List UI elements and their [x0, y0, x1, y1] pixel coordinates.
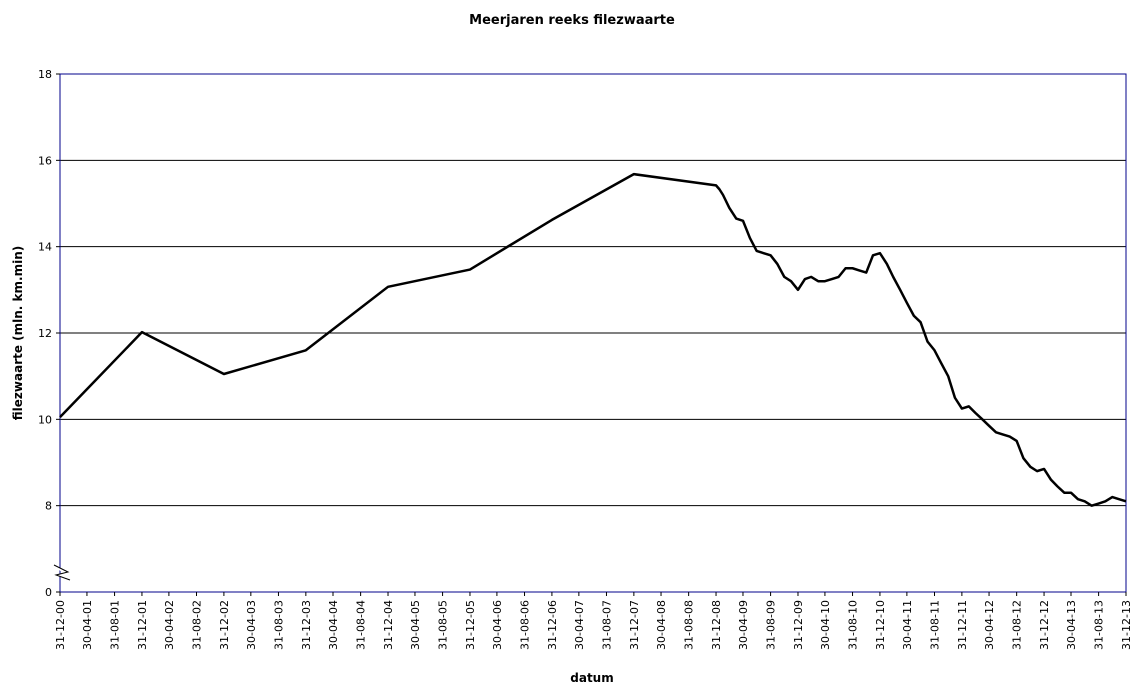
x-tick-label: 30-04-06: [491, 600, 504, 650]
x-tick-label: 31-08-05: [437, 600, 450, 650]
x-tick-label: 31-12-11: [956, 600, 969, 650]
x-tick-label: 31-08-02: [191, 600, 204, 650]
y-tick-label: 16: [38, 154, 52, 167]
x-tick-label: 30-04-02: [163, 600, 176, 650]
x-tick-label: 30-04-08: [655, 600, 668, 650]
y-tick-label: 14: [38, 241, 52, 254]
y-tick-label: 0: [45, 586, 52, 599]
x-tick-label: 31-12-02: [218, 600, 231, 650]
y-tick-label: 8: [45, 500, 52, 513]
y-tick-label: 18: [38, 68, 52, 81]
x-tick-label: 31-12-05: [464, 600, 477, 650]
x-tick-label: 31-08-01: [109, 600, 122, 650]
x-tick-label: 30-04-01: [81, 600, 94, 650]
x-tick-label: 31-12-12: [1038, 600, 1051, 650]
x-tick-label: 31-08-09: [765, 600, 778, 650]
x-tick-label: 30-04-05: [409, 600, 422, 650]
x-axis-title: datum: [570, 671, 613, 685]
x-tick-label: 31-12-03: [300, 600, 313, 650]
data-line: [59, 172, 1127, 507]
y-tick-label: 12: [38, 327, 52, 340]
x-tick-label: 31-12-06: [546, 600, 559, 650]
x-tick-label: 31-12-07: [628, 600, 641, 650]
x-tick-label: 31-12-13: [1120, 600, 1133, 650]
x-tick-label: 31-08-10: [847, 600, 860, 650]
x-tick-label: 31-12-10: [874, 600, 887, 650]
x-tick-label: 31-08-11: [928, 600, 941, 650]
x-tick-label: 30-04-07: [573, 600, 586, 650]
x-tick-label: 31-08-04: [355, 600, 368, 650]
grid: [60, 73, 1126, 593]
axis-break-symbol: [53, 564, 71, 581]
y-tick-label: 10: [38, 413, 52, 426]
x-tick-label: 31-08-06: [519, 600, 532, 650]
x-tick-label: 30-04-03: [245, 600, 258, 650]
x-tick-label: 31-08-13: [1093, 600, 1106, 650]
x-tick-label: 31-08-07: [600, 600, 613, 650]
x-tick-label: 31-08-12: [1011, 600, 1024, 650]
x-tick-label: 30-04-09: [737, 600, 750, 650]
x-tick-label: 30-04-13: [1065, 600, 1078, 650]
x-tick-label: 31-12-04: [382, 600, 395, 650]
x-tick-label: 30-04-12: [983, 600, 996, 650]
x-tick-label: 31-08-08: [683, 600, 696, 650]
x-tick-label: 30-04-11: [901, 600, 914, 650]
x-tick-label: 31-12-01: [136, 600, 149, 650]
x-tick-label: 31-12-09: [792, 600, 805, 650]
x-tick-label: 31-08-03: [272, 600, 285, 650]
chart-title: Meerjaren reeks filezwaarte: [469, 13, 675, 28]
x-tick-label: 31-12-00: [54, 600, 67, 650]
x-tick-label: 31-12-08: [710, 600, 723, 650]
x-tick-label: 30-04-04: [327, 600, 340, 650]
x-tick-label: 30-04-10: [819, 600, 832, 650]
y-axis-title: filezwaarte (mln. km.min): [11, 246, 25, 420]
